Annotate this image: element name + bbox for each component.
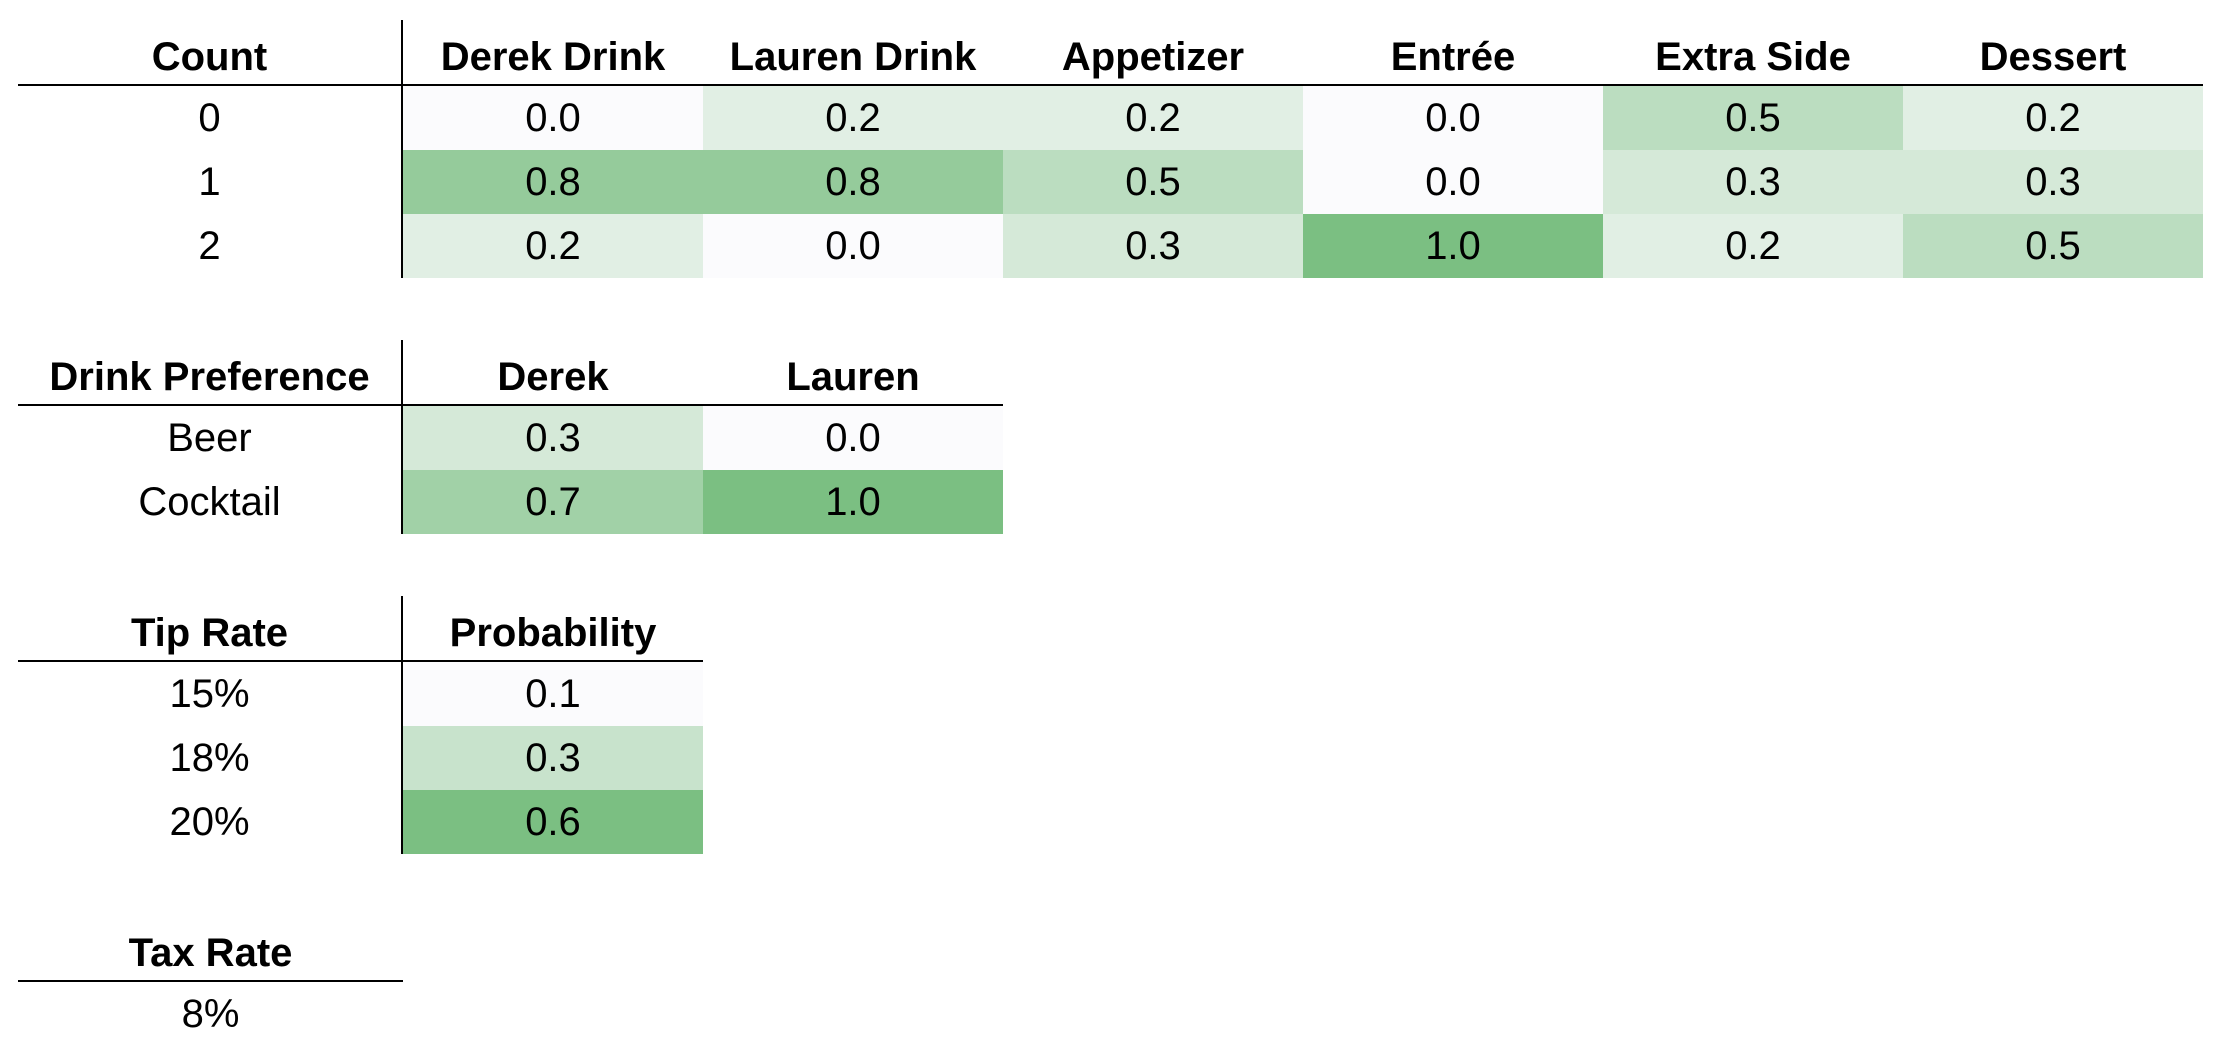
row-label: 15% — [18, 662, 403, 726]
column-header: Entrée — [1390, 34, 1516, 79]
heatmap-cell: 0.6 — [403, 790, 703, 854]
heatmap-cell: 0.2 — [1903, 86, 2203, 150]
heatmap-cell: 1.0 — [703, 470, 1003, 534]
row-label: 8% — [181, 991, 240, 1036]
table-row: 1 0.8 0.8 0.5 0.0 0.3 0.3 — [18, 150, 2203, 214]
heatmap-cell: 0.0 — [1303, 150, 1603, 214]
tax-rate-table: Tax Rate 8% — [18, 916, 403, 1046]
heatmap-cell: 0.2 — [403, 214, 703, 278]
tip-rate-table: Tip Rate Probability 15% 0.1 18% 0.3 20%… — [18, 596, 703, 854]
tax-rate-header: Tax Rate — [18, 916, 403, 982]
column-header: Appetizer — [1061, 34, 1245, 79]
table-row: 15% 0.1 — [18, 662, 703, 726]
table-row: 20% 0.6 — [18, 790, 703, 854]
row-label: 0 — [18, 86, 403, 150]
heatmap-cell: 0.3 — [403, 406, 703, 470]
tip-rate-header: Tip Rate Probability — [18, 596, 703, 662]
heatmap-cell: 0.3 — [1603, 150, 1903, 214]
heatmap-cell: 0.3 — [1003, 214, 1303, 278]
column-header: Lauren Drink — [729, 34, 977, 79]
row-header-label: Drink Preference — [18, 340, 403, 404]
column-header: Probability — [449, 610, 657, 655]
table-row: 0 0.0 0.2 0.2 0.0 0.5 0.2 — [18, 86, 2203, 150]
heatmap-cell: 0.0 — [703, 406, 1003, 470]
table-row: Beer 0.3 0.0 — [18, 406, 1003, 470]
heatmap-cell: 0.2 — [1603, 214, 1903, 278]
row-label: Cocktail — [18, 470, 403, 534]
count-table-header: Count Derek Drink Lauren Drink Appetizer… — [18, 20, 2203, 86]
column-header: Extra Side — [1655, 34, 1851, 79]
table-row: Cocktail 0.7 1.0 — [18, 470, 1003, 534]
heatmap-cell: 0.3 — [403, 726, 703, 790]
heatmap-cell: 0.8 — [703, 150, 1003, 214]
heatmap-cell: 0.0 — [1303, 86, 1603, 150]
heatmap-cell: 0.7 — [403, 470, 703, 534]
column-header: Derek Drink — [440, 34, 666, 79]
heatmap-cell: 0.2 — [703, 86, 1003, 150]
heatmap-cell: 0.2 — [1003, 86, 1303, 150]
row-label: 2 — [18, 214, 403, 278]
heatmap-cell: 0.0 — [403, 86, 703, 150]
column-header: Lauren — [786, 354, 920, 399]
row-label: Beer — [18, 406, 403, 470]
column-header: Dessert — [1979, 34, 2127, 79]
table-row: 2 0.2 0.0 0.3 1.0 0.2 0.5 — [18, 214, 2203, 278]
row-header-label: Tip Rate — [18, 596, 403, 660]
column-header: Derek — [497, 354, 609, 399]
heatmap-cell: 0.5 — [1603, 86, 1903, 150]
drink-preference-header: Drink Preference Derek Lauren — [18, 340, 1003, 406]
heatmap-cell: 0.1 — [403, 662, 703, 726]
drink-preference-table: Drink Preference Derek Lauren Beer 0.3 0… — [18, 340, 1003, 534]
heatmap-cell: 0.0 — [703, 214, 1003, 278]
row-label: 18% — [18, 726, 403, 790]
row-header-label: Tax Rate — [128, 930, 293, 975]
heatmap-cell: 0.5 — [1903, 214, 2203, 278]
heatmap-cell: 1.0 — [1303, 214, 1603, 278]
count-table: Count Derek Drink Lauren Drink Appetizer… — [18, 20, 2203, 278]
table-row: 18% 0.3 — [18, 726, 703, 790]
table-row: 8% — [18, 982, 403, 1046]
row-label: 1 — [18, 150, 403, 214]
heatmap-cell: 0.8 — [403, 150, 703, 214]
row-label: 20% — [18, 790, 403, 854]
heatmap-cell: 0.3 — [1903, 150, 2203, 214]
row-header-label: Count — [18, 20, 403, 84]
heatmap-cell: 0.5 — [1003, 150, 1303, 214]
